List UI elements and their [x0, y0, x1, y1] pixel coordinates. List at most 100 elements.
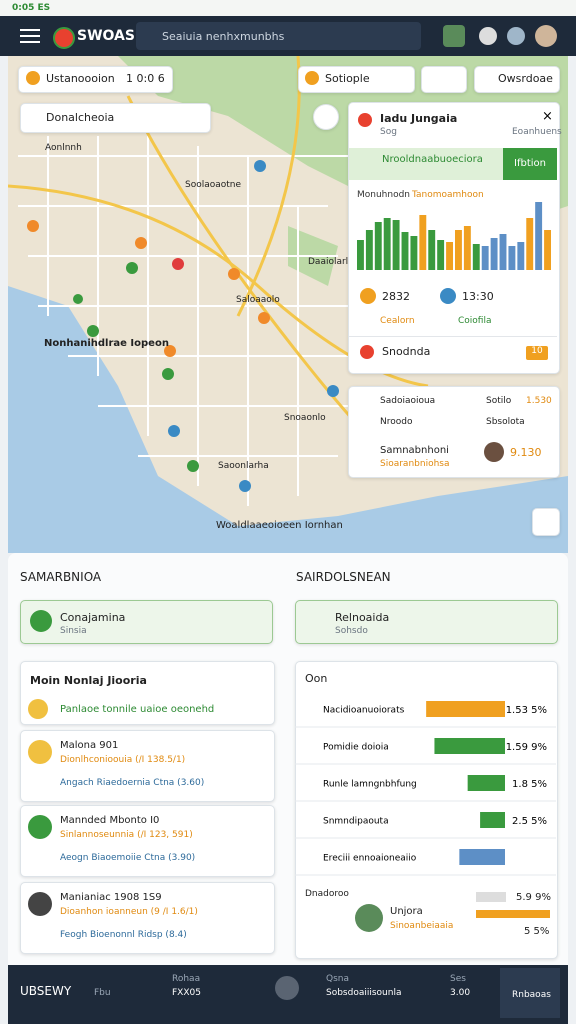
decor: [355, 904, 383, 932]
banner-text: Nrooldnaabuoeciora: [382, 154, 483, 165]
close-map[interactable]: [532, 508, 560, 536]
item-title: Mannded Mbonto I0: [60, 815, 160, 826]
filter-button[interactable]: [421, 66, 467, 93]
stat-label: Cealorn: [380, 316, 415, 326]
card-sub: Sohsdo: [335, 626, 368, 636]
menu-icon[interactable]: [20, 28, 40, 44]
info-row: Sioaranbniohsa: [380, 459, 450, 469]
bar: [535, 202, 543, 270]
footer-item: Sobsdoaiiisounla: [326, 988, 402, 998]
popup: [348, 102, 560, 374]
info-row: Sadoiaoioua: [380, 396, 436, 406]
chip-label: Sotiople: [325, 72, 370, 85]
decor: [440, 288, 456, 304]
footer-item: Rohaa: [172, 974, 201, 984]
row-bar: [426, 701, 505, 717]
info-value: 1.530: [526, 396, 552, 406]
avatar[interactable]: [443, 25, 465, 47]
dropdown-text: Donalcheoia: [46, 111, 115, 124]
item-meta: Angach Riaedoernia Ctna (3.60): [60, 778, 205, 788]
info-value: 9.130: [510, 446, 542, 459]
row-label: Nacidioanuoiorats: [323, 706, 405, 716]
logo-icon: [53, 27, 75, 49]
decor: [73, 262, 199, 472]
search-text: Seaiuia nenhxmunbhs: [162, 30, 285, 43]
map-label: Snoaonlo: [284, 413, 326, 423]
row-bar: [467, 775, 505, 791]
decor: [26, 71, 40, 85]
row-value: 1.53 5%: [506, 705, 547, 716]
item-sub: Dioanhon ioanneun (9 /I 1.6/1): [60, 907, 198, 917]
footer-item: Qsna: [326, 974, 349, 984]
decor: [258, 312, 270, 324]
row-bar: [480, 812, 505, 828]
decor: [162, 368, 174, 380]
chip[interactable]: [18, 66, 173, 93]
footer-item[interactable]: Rnbaoas: [512, 990, 551, 1000]
map-label: Woaldlaaeoioeen Iornhan: [216, 520, 343, 531]
chip[interactable]: [474, 66, 560, 93]
tag: 10: [526, 346, 548, 360]
footer-item: FXX05: [172, 988, 201, 998]
decor: [0, 0, 576, 16]
close[interactable]: ×: [542, 109, 553, 124]
map-label: Saloaaolo: [236, 295, 280, 305]
search-box[interactable]: [136, 22, 421, 50]
footer-button[interactable]: [275, 976, 299, 1000]
banner-button[interactable]: Ifbtion: [503, 148, 557, 180]
list-title: Oon: [305, 672, 328, 685]
notification[interactable]: [479, 27, 497, 45]
profile[interactable]: [535, 25, 557, 47]
status-time: 0:05 ES: [12, 3, 51, 13]
bar: [401, 232, 409, 270]
list-title: Moin Nonlaj Jiooria: [30, 674, 147, 687]
dropdown[interactable]: [20, 103, 211, 133]
decor: [239, 480, 251, 492]
bar: [392, 220, 400, 270]
locate-button[interactable]: [313, 104, 339, 130]
decor: [27, 220, 270, 357]
map-label: Nonhanihdlrae Iopeon: [44, 338, 169, 349]
decor: [135, 237, 147, 249]
info-panel: [348, 386, 560, 478]
decor: [360, 288, 376, 304]
decor: [349, 336, 557, 337]
row-label: Snmndipaouta: [323, 817, 389, 827]
stat-label: Coiofila: [458, 316, 492, 326]
bar: [490, 238, 498, 270]
info-row: Samnabnhoni: [380, 445, 449, 456]
row-label: Pomidie doioia: [323, 743, 389, 753]
row-value: 1.59 9%: [506, 742, 547, 753]
decor: [168, 160, 339, 492]
decor: [187, 460, 199, 472]
decor: [327, 385, 339, 397]
item-card[interactable]: [20, 882, 275, 954]
item-card[interactable]: [20, 805, 275, 877]
person-value: 5.9 9%: [516, 892, 551, 903]
row-label: Runle lamngnbhfung: [323, 780, 417, 790]
summary-card[interactable]: [295, 600, 558, 644]
footer-item: 3.00: [450, 988, 471, 998]
chip-label: Owsrdoae: [498, 72, 553, 85]
popup-subtitle: Sog: [380, 127, 397, 137]
item-title: Malona 901: [60, 740, 119, 751]
info-row: Nroodo: [380, 417, 413, 427]
decor: [254, 160, 266, 172]
stat: 2832: [382, 290, 410, 303]
messages[interactable]: [507, 27, 525, 45]
popup-title: Iadu Jungaia: [380, 112, 458, 125]
decor: [358, 113, 372, 127]
row-label: Ereciii ennoaioneaiio: [323, 854, 417, 864]
decor: [87, 325, 99, 337]
summary-card[interactable]: [20, 600, 273, 644]
item-card[interactable]: [20, 730, 275, 802]
person-name: Unjora: [390, 906, 423, 917]
bar: [419, 215, 427, 270]
section-heading: SAMARBNIOA: [20, 570, 102, 584]
mini-chart: [357, 202, 551, 270]
chip-value: 1 0:0 6: [126, 72, 165, 85]
decor: [20, 29, 40, 43]
bar: [383, 218, 391, 270]
row-value: 1.8 5%: [512, 779, 547, 790]
